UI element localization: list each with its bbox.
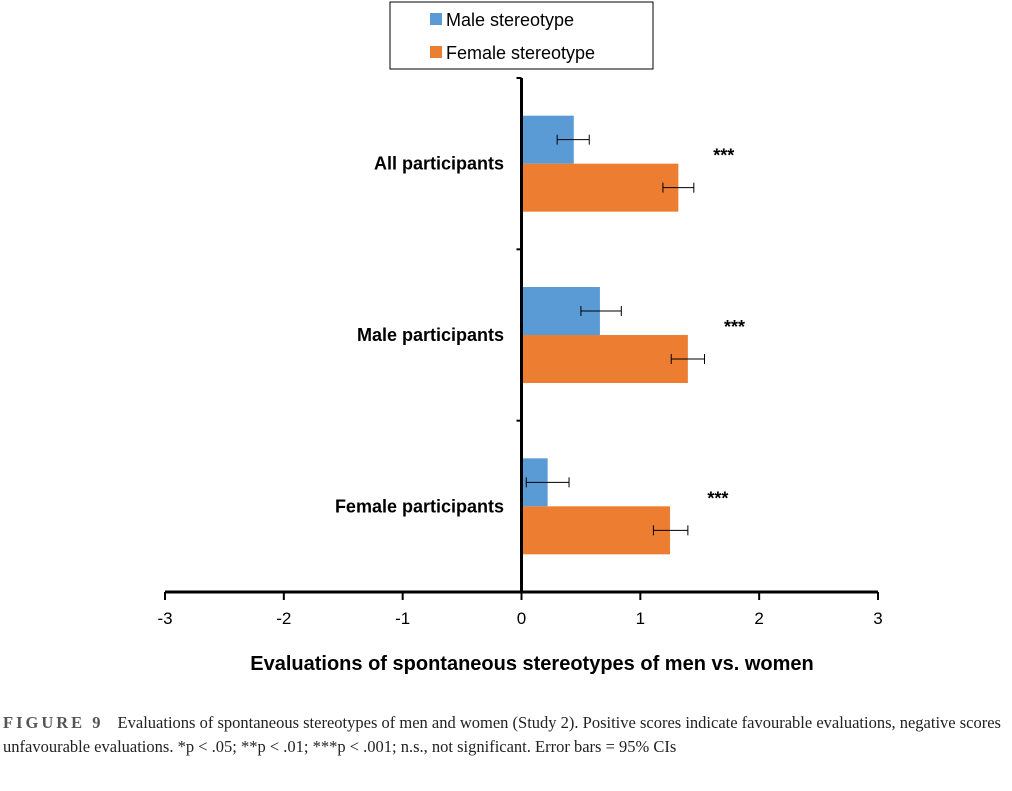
bars-layer (521, 115, 706, 555)
x-axis-title: Evaluations of spontaneous stereotypes o… (250, 653, 813, 675)
axes-layer: All participants *** Male participants *** F… (157, 77, 883, 628)
caption-text: Evaluations of spontaneous stereotypes o… (3, 713, 1001, 756)
figure-label: FIGURE 9 (3, 713, 104, 732)
bar-female-stereotype-female-participants (521, 506, 671, 555)
legend-swatch-female-stereotype (430, 46, 442, 58)
significance-marker-all-participants: *** (713, 146, 734, 166)
category-label-all-participants: All participants (374, 154, 504, 174)
figure-caption: FIGURE 9 Evaluations of spontaneous stere… (3, 711, 1009, 759)
x-tick-label: -3 (157, 609, 172, 628)
bar-female-stereotype-male-participants (521, 335, 688, 383)
legend-label-female-stereotype: Female stereotype (446, 43, 595, 63)
legend-swatch-male-stereotype (430, 13, 442, 25)
x-tick-label: -2 (276, 609, 291, 628)
chart-legend: Male stereotype Female stereotype (389, 1, 654, 70)
x-tick-label: 1 (636, 609, 645, 628)
x-tick-label: 3 (873, 609, 882, 628)
x-tick-label: 0 (517, 609, 526, 628)
legend-label-male-stereotype: Male stereotype (446, 10, 574, 30)
category-label-male-participants: Male participants (357, 325, 504, 345)
significance-marker-male-participants: *** (724, 317, 745, 337)
category-label-female-participants: Female participants (335, 496, 504, 516)
x-tick-label: -1 (395, 609, 410, 628)
x-tick-label: 2 (754, 609, 763, 628)
significance-marker-female-participants: *** (707, 488, 728, 508)
bar-female-stereotype-all-participants (521, 163, 679, 212)
